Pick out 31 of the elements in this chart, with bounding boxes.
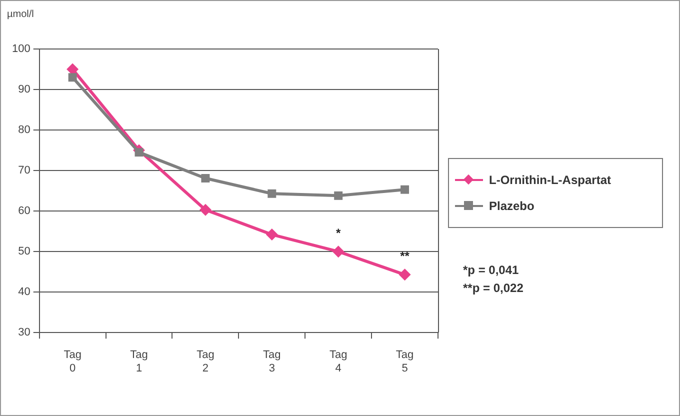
legend-label: Plazebo (489, 199, 534, 213)
x-tick-label: Tag 5 (396, 349, 414, 374)
y-tick-label: 60 (18, 205, 30, 218)
annotation: ** (400, 248, 410, 263)
point (201, 174, 210, 182)
y-tick-label: 80 (18, 124, 30, 136)
point (332, 246, 344, 258)
y-axis-title: µmol/l (7, 9, 34, 20)
point (199, 204, 212, 216)
y-tick-label: 70 (18, 164, 30, 177)
y-tick-label: 40 (18, 286, 30, 298)
y-tick-label: 30 (18, 326, 30, 339)
y-tick-label: 100 (12, 43, 30, 56)
point (134, 148, 144, 157)
x-tick-label: Tag 0 (64, 349, 82, 374)
x-tick-label: Tag 3 (263, 349, 281, 374)
point (68, 73, 77, 82)
text: **p = 0,022 (463, 280, 524, 297)
x-tick-label: Tag 1 (130, 349, 148, 374)
annotation: * (336, 226, 341, 240)
point (398, 268, 411, 281)
point (266, 228, 278, 241)
point (334, 191, 343, 200)
legend-label: L-Ornithin-L-Aspartat (489, 173, 611, 187)
text: *p = 0,041 (463, 262, 520, 279)
x-tick-label: Tag 4 (329, 349, 348, 374)
y-tick-label: 90 (18, 84, 30, 96)
point (400, 185, 410, 194)
y-tick-label: 50 (18, 246, 30, 258)
point (268, 189, 276, 198)
x-tick-label: Tag 2 (196, 349, 214, 374)
